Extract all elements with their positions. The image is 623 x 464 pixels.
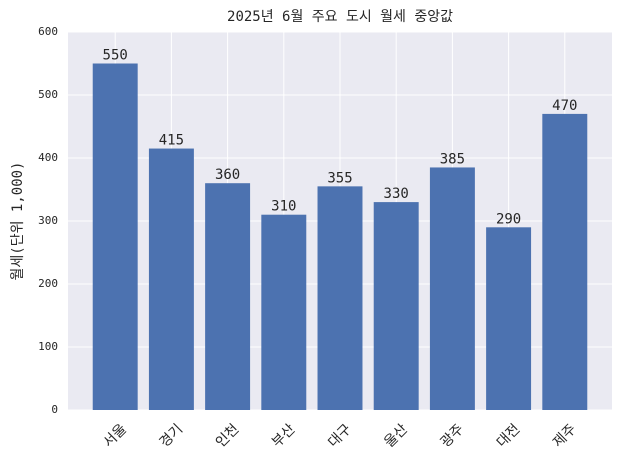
data-label: 470	[552, 98, 577, 114]
y-axis-label: 월세(단위 1,000)	[10, 162, 26, 281]
bar	[429, 167, 475, 410]
x-tick-label: 광주	[438, 421, 468, 451]
bar	[373, 202, 419, 410]
bar	[486, 227, 532, 410]
bar	[261, 214, 307, 410]
y-tick-label: 0	[51, 403, 58, 416]
x-tick-label: 대구	[325, 421, 355, 451]
y-tick-label: 300	[38, 214, 58, 227]
data-label: 310	[271, 199, 296, 215]
bar	[148, 148, 194, 411]
data-label: 550	[103, 48, 128, 64]
data-label: 290	[496, 211, 521, 227]
data-label: 330	[384, 186, 409, 202]
y-tick-label: 200	[38, 277, 58, 290]
chart-title: 2025년 6월 주요 도시 월세 중앙값	[227, 9, 453, 25]
x-tick-label: 서울	[100, 421, 130, 451]
bar	[92, 63, 138, 410]
y-tick-label: 100	[38, 340, 58, 353]
data-label: 385	[440, 151, 465, 167]
x-tick-label: 인천	[213, 421, 243, 451]
y-tick-label: 500	[38, 88, 58, 101]
x-tick-label: 부산	[269, 421, 299, 451]
bar	[317, 186, 363, 410]
bar	[205, 183, 251, 410]
x-tick-label: 제주	[550, 421, 580, 451]
bar	[542, 113, 588, 411]
x-tick-label: 울산	[381, 421, 411, 451]
y-tick-label: 400	[38, 151, 58, 164]
data-label: 355	[327, 170, 352, 186]
x-tick-label: 대전	[494, 421, 524, 451]
data-label: 360	[215, 167, 240, 183]
x-tick-label: 경기	[157, 421, 187, 451]
y-tick-label: 600	[38, 25, 58, 38]
data-label: 415	[159, 133, 184, 149]
